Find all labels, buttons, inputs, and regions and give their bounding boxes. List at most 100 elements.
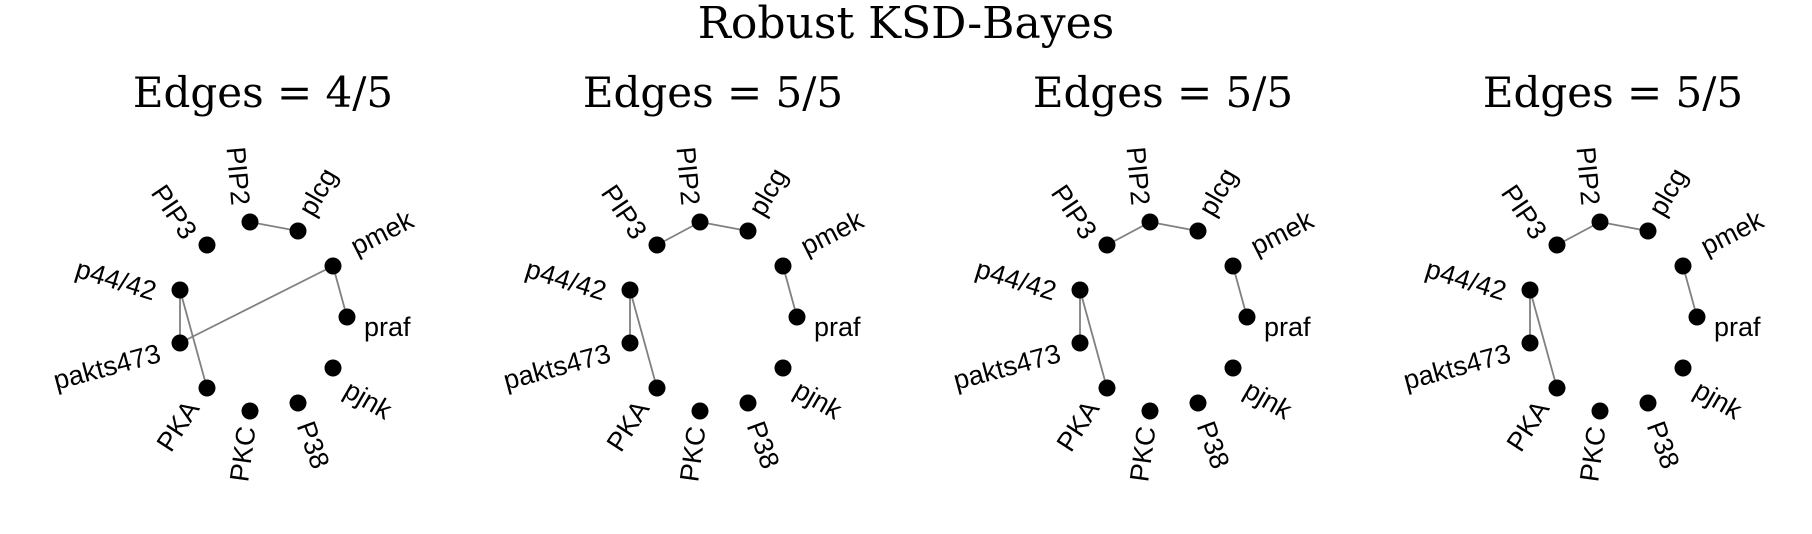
edge-p44-42-PKA (629, 289, 658, 389)
node-PKC (1141, 402, 1159, 420)
figure-title: Robust KSD-Bayes (698, 0, 1114, 49)
node-PKC (691, 402, 709, 420)
node-pakts473 (1071, 334, 1089, 352)
node-PIP3 (648, 236, 666, 254)
node-label-pmek: pmek (1246, 204, 1319, 261)
node-PIP2 (1591, 213, 1609, 231)
node-label-PKC: PKC (1124, 424, 1161, 483)
node-label-PKC: PKC (1574, 424, 1611, 483)
node-label-pakts473: pakts473 (500, 338, 614, 395)
node-label-p44-42: p44/42 (522, 254, 610, 307)
node-pakts473 (171, 334, 189, 352)
node-label-praf: praf (1264, 312, 1311, 342)
node-PIP3 (198, 236, 216, 254)
node-label-PIP2: PIP2 (1121, 146, 1156, 207)
node-pjnk (1674, 359, 1692, 377)
node-label-p44-42: p44/42 (1422, 254, 1510, 307)
edge-pmek-praf (1232, 265, 1248, 318)
panel-title: Edges = 5/5 (1033, 68, 1293, 117)
node-PKA (198, 379, 216, 397)
node-pmek (1224, 257, 1242, 275)
node-label-PKC: PKC (224, 424, 261, 483)
node-label-pmek: pmek (796, 204, 869, 261)
node-pmek (1674, 257, 1692, 275)
node-label-p44-42: p44/42 (72, 254, 160, 307)
edge-pmek-praf (782, 265, 798, 318)
node-label-plcg: plcg (293, 163, 344, 221)
node-label-PIP3: PIP3 (145, 179, 203, 244)
node-praf (1688, 308, 1706, 326)
edge-pmek-pakts473 (179, 265, 334, 344)
node-label-P38: P38 (741, 417, 786, 472)
node-label-PIP3: PIP3 (1045, 179, 1103, 244)
node-pakts473 (621, 334, 639, 352)
node-label-plcg: plcg (1643, 163, 1694, 221)
node-PIP3 (1548, 236, 1566, 254)
node-label-P38: P38 (1641, 417, 1686, 472)
node-P38 (739, 394, 757, 412)
node-PIP3 (1098, 236, 1116, 254)
node-label-PKC: PKC (674, 424, 711, 483)
node-label-PIP3: PIP3 (595, 179, 653, 244)
node-p44-42 (621, 281, 639, 299)
node-label-pakts473: pakts473 (50, 338, 164, 395)
edge-p44-42-PKA (179, 289, 208, 389)
node-P38 (1639, 394, 1657, 412)
node-pakts473 (1521, 334, 1539, 352)
node-label-P38: P38 (1191, 417, 1236, 472)
node-praf (1238, 308, 1256, 326)
edge-pmek-praf (1682, 265, 1698, 318)
node-PIP2 (691, 213, 709, 231)
node-pjnk (774, 359, 792, 377)
panel-title: Edges = 4/5 (133, 68, 393, 117)
node-P38 (289, 394, 307, 412)
node-plcg (1189, 222, 1207, 240)
node-label-pakts473: pakts473 (950, 338, 1064, 395)
node-pjnk (324, 359, 342, 377)
node-PKA (1098, 379, 1116, 397)
node-label-PIP2: PIP2 (1571, 146, 1606, 207)
node-PKC (241, 402, 259, 420)
node-label-pakts473: pakts473 (1400, 338, 1514, 395)
node-p44-42 (1071, 281, 1089, 299)
node-label-plcg: plcg (743, 163, 794, 221)
node-label-pmek: pmek (346, 204, 419, 261)
node-label-PIP3: PIP3 (1495, 179, 1553, 244)
node-label-P38: P38 (291, 417, 336, 472)
node-P38 (1189, 394, 1207, 412)
node-praf (788, 308, 806, 326)
node-plcg (739, 222, 757, 240)
node-label-p44-42: p44/42 (972, 254, 1060, 307)
node-PIP2 (1141, 213, 1159, 231)
edge-p44-42-PKA (1079, 289, 1108, 389)
node-praf (338, 308, 356, 326)
node-label-PKA: PKA (1051, 395, 1106, 457)
node-plcg (289, 222, 307, 240)
node-label-pjnk: pjnk (1689, 375, 1747, 426)
node-p44-42 (1521, 281, 1539, 299)
node-PKA (1548, 379, 1566, 397)
node-label-praf: praf (1714, 312, 1761, 342)
node-pjnk (1224, 359, 1242, 377)
node-label-PKA: PKA (601, 395, 656, 457)
panel-title: Edges = 5/5 (1483, 68, 1743, 117)
node-label-PIP2: PIP2 (221, 146, 256, 207)
node-pmek (774, 257, 792, 275)
panel-title: Edges = 5/5 (583, 68, 843, 117)
node-label-plcg: plcg (1193, 163, 1244, 221)
edge-pmek-praf (332, 265, 348, 318)
node-label-pjnk: pjnk (789, 375, 847, 426)
node-label-PKA: PKA (151, 395, 206, 457)
node-label-pmek: pmek (1696, 204, 1769, 261)
edge-p44-42-PKA (1529, 289, 1558, 389)
node-label-PKA: PKA (1501, 395, 1556, 457)
node-label-pjnk: pjnk (1239, 375, 1297, 426)
node-PIP2 (241, 213, 259, 231)
